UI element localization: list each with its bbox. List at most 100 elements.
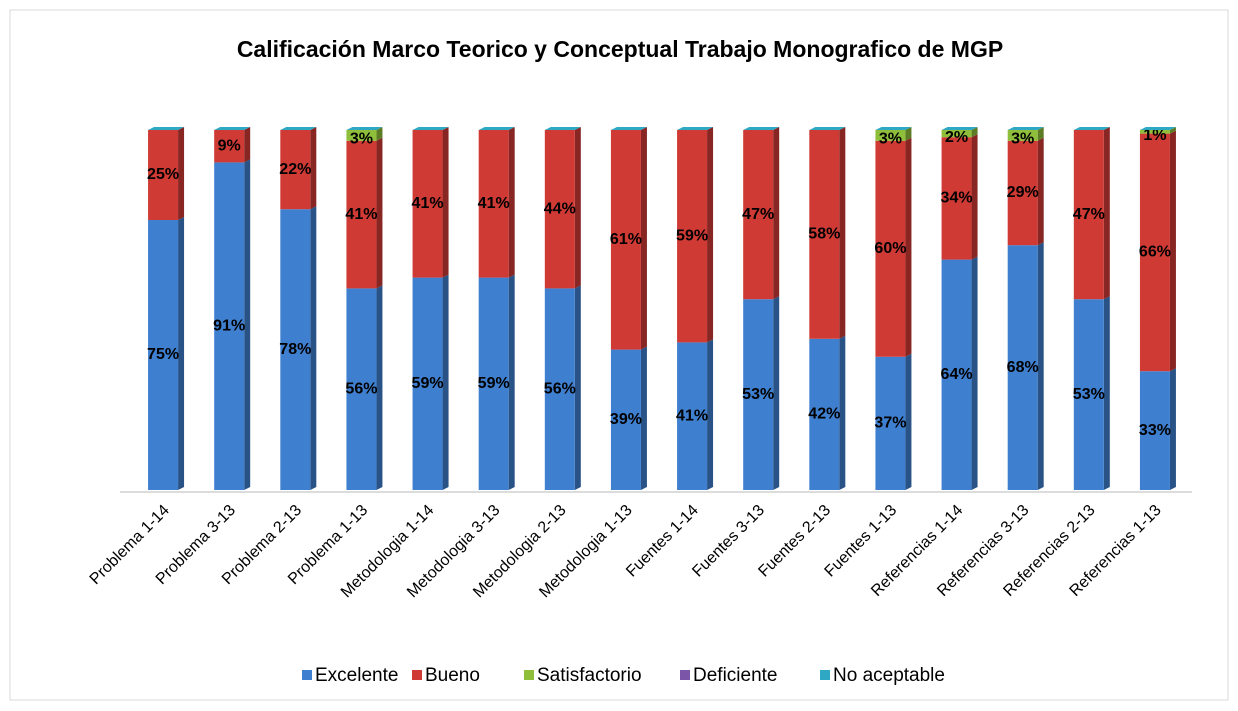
data-label: 47% [1073, 206, 1105, 223]
data-label: 1% [1143, 127, 1166, 144]
bar-top [346, 127, 383, 130]
data-label: 41% [478, 195, 510, 212]
bar-side [773, 127, 780, 300]
bar-side [1037, 242, 1044, 490]
bar-segment [478, 130, 509, 278]
bar-segment [610, 130, 641, 350]
bar-segment [544, 288, 575, 490]
bar-segment [941, 259, 972, 490]
bar-top [544, 127, 581, 130]
bar-side [1103, 127, 1110, 300]
data-label: 78% [279, 341, 311, 358]
legend-label: Deficiente [693, 665, 778, 686]
bar-segment [1139, 371, 1170, 490]
data-label: 42% [808, 406, 840, 423]
bar-side [1103, 296, 1110, 490]
bar-side [508, 274, 515, 490]
bar-side [1169, 130, 1176, 372]
data-label: 3% [879, 131, 902, 148]
data-label: 44% [544, 200, 576, 217]
data-label: 64% [941, 366, 973, 383]
data-label: 59% [478, 375, 510, 392]
bar-segment [809, 130, 840, 339]
bar-side [442, 274, 449, 490]
bar-side [442, 127, 449, 278]
bar-top [610, 127, 647, 130]
data-label: 53% [1073, 386, 1105, 403]
bar-top [1073, 127, 1110, 130]
bar-top [743, 127, 780, 130]
title-box: Calificación Marco Teorico y Conceptual … [237, 36, 1003, 62]
legend-marker [680, 670, 690, 680]
bar-side [244, 159, 251, 490]
data-label: 22% [279, 161, 311, 178]
bar-side [839, 127, 846, 339]
bar-top [214, 127, 251, 130]
data-label: 41% [676, 407, 708, 424]
bar-segment [346, 140, 377, 289]
bar-segment [280, 130, 311, 210]
bar-side [905, 127, 912, 141]
bar-segment [412, 277, 443, 490]
data-label: 59% [676, 227, 708, 244]
bar-side [376, 285, 383, 490]
bar-side [376, 137, 383, 289]
legend-marker [524, 670, 534, 680]
data-label: 37% [874, 415, 906, 432]
bar-side [707, 127, 714, 343]
bar-side [244, 127, 251, 163]
legend-marker [302, 670, 312, 680]
bar-top [1007, 127, 1044, 130]
bar-side [508, 127, 515, 278]
legend-marker [412, 670, 422, 680]
data-label: 59% [412, 375, 444, 392]
bar-segment [1073, 299, 1104, 490]
data-label: 2% [945, 129, 968, 146]
bar-segment [941, 137, 972, 260]
bar-segment [610, 349, 641, 490]
bar-side [310, 127, 317, 210]
bar-segment [1073, 130, 1104, 300]
bar-segment [148, 130, 179, 220]
bar-top [875, 127, 912, 130]
bar-side [310, 206, 317, 490]
bar-segment [346, 288, 377, 490]
data-label: 58% [808, 226, 840, 243]
bar-segment [743, 130, 774, 300]
data-label: 39% [610, 411, 642, 428]
bar-segment [743, 299, 774, 490]
legend-marker [820, 670, 830, 680]
bar-segment [346, 130, 377, 141]
bar-segment [280, 209, 311, 490]
bar-top [941, 127, 978, 130]
bar-side [971, 134, 978, 260]
data-label: 60% [874, 240, 906, 257]
data-label: 25% [147, 166, 179, 183]
data-label: 47% [742, 206, 774, 223]
bar-side [1037, 137, 1044, 246]
bar-side [905, 137, 912, 357]
bar-segment [214, 162, 245, 490]
bar-side [839, 335, 846, 490]
bar-top [280, 127, 317, 130]
bar-segment [941, 130, 972, 138]
bar-side [905, 353, 912, 490]
bar-segment [412, 130, 443, 278]
bar-top [1139, 127, 1176, 130]
bar-segment [1007, 130, 1038, 141]
bar-side [1037, 127, 1044, 141]
data-label: 9% [218, 137, 241, 154]
bar-side [640, 127, 647, 350]
bar-side [178, 217, 185, 490]
bar-side [773, 296, 780, 490]
legend-label: Bueno [425, 665, 480, 686]
bar-segment [1139, 133, 1170, 372]
bar-side [971, 127, 978, 138]
bar-segment [677, 130, 708, 343]
data-label: 91% [213, 317, 245, 334]
bar-segment [875, 356, 906, 490]
data-label: 3% [350, 131, 373, 148]
bar-side [971, 256, 978, 490]
bar-side [376, 127, 383, 141]
